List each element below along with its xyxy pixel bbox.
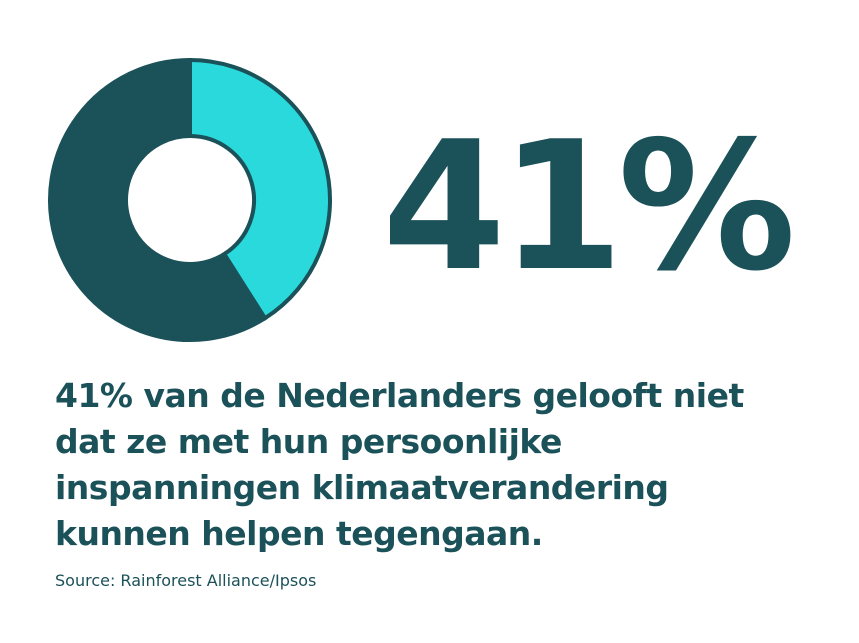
description: 41% van de Nederlanders gelooft niet dat … xyxy=(55,376,745,553)
big-percentage: 41% xyxy=(382,103,791,310)
donut-chart xyxy=(48,57,332,342)
description-line: inspanningen klimaatverandering xyxy=(55,468,669,507)
donut-segment xyxy=(188,57,332,321)
donut-segment xyxy=(48,57,268,342)
description-line: dat ze met hun persoonlijke xyxy=(55,422,562,461)
description-line: 41% van de Nederlanders gelooft niet xyxy=(55,376,744,415)
description-line: kunnen helpen tegengaan. xyxy=(55,514,543,553)
source: Source: Rainforest Alliance/Ipsos xyxy=(55,571,316,590)
